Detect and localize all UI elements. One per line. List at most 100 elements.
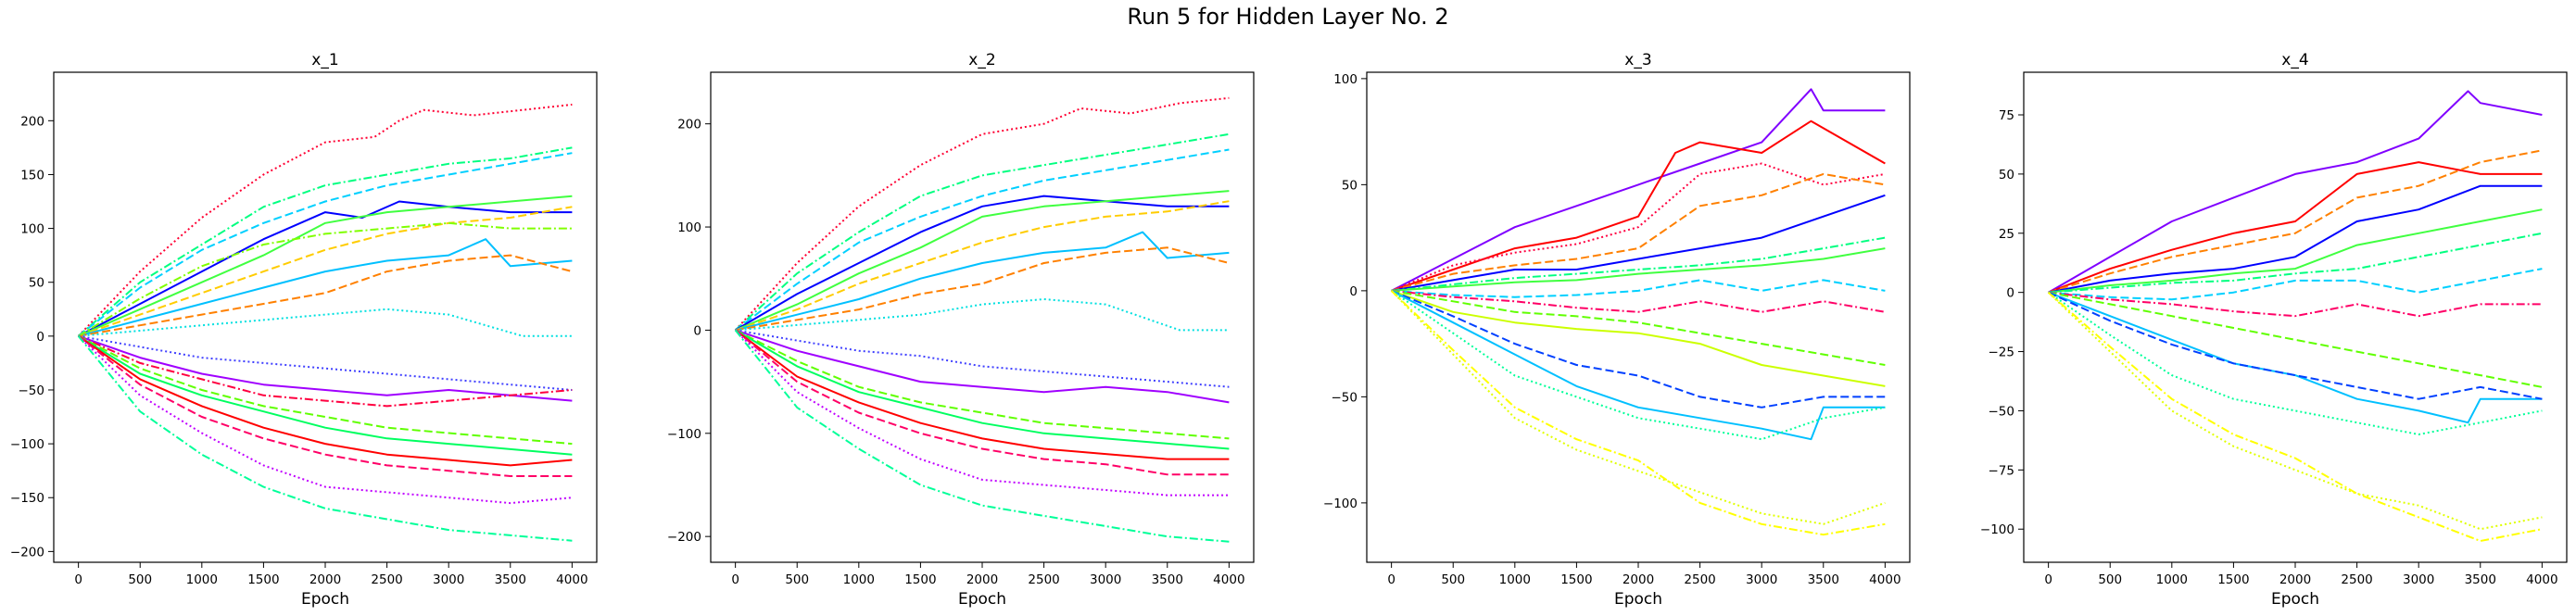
- x-tick-label: 2500: [1028, 572, 1059, 587]
- y-tick-label: −100: [10, 437, 44, 452]
- series-line-14: [1391, 290, 1886, 441]
- series-line-4: [78, 200, 573, 337]
- subplot-1: x_10 500 1000 1500 2000 2500 3000 3500 4000−200−…: [10, 51, 598, 609]
- series-line-1: [2048, 90, 2543, 294]
- x-tick-label: 3500: [495, 572, 526, 587]
- series-line-4: [1391, 172, 1886, 292]
- x-tick-label: 1000: [843, 572, 875, 587]
- x-tick-label: 3500: [1152, 572, 1183, 587]
- series-line-4: [2048, 184, 2543, 294]
- x-tick-label: 1500: [247, 572, 279, 587]
- y-tick-label: 100: [1333, 72, 1357, 87]
- x-tick-label: 0: [731, 572, 739, 587]
- series-line-10: [735, 329, 1230, 388]
- series-line-13: [735, 329, 1230, 450]
- y-tick-label: 100: [677, 220, 701, 235]
- y-tick-label: −50: [19, 383, 45, 398]
- subplot-2: x_20 500 1000 1500 2000 2500 3000 3500 4000−200−…: [667, 51, 1255, 609]
- series-line-8: [1391, 279, 1886, 298]
- y-tick-label: −200: [10, 545, 44, 559]
- y-tick-label: 75: [1999, 108, 2014, 123]
- series-line-6: [2048, 232, 2543, 294]
- y-tick-label: −150: [10, 491, 44, 506]
- series-line-14: [2047, 291, 2543, 542]
- x-axis-label: Epoch: [2271, 590, 2319, 609]
- series-line-3: [77, 152, 573, 337]
- x-axis-label: Epoch: [1614, 590, 1662, 609]
- x-tick-label: 1000: [186, 572, 218, 587]
- x-tick-label: 500: [785, 572, 809, 587]
- series-line-17: [77, 335, 573, 477]
- series-line-9: [2048, 291, 2543, 388]
- subplot-title: x_4: [2281, 51, 2308, 69]
- series-line-17: [734, 329, 1230, 543]
- subplot-title: x_3: [1624, 51, 1651, 69]
- series-line-11: [735, 329, 1230, 404]
- series-line-5: [2048, 208, 2543, 294]
- series-line-2: [1391, 119, 1886, 292]
- x-tick-label: 3000: [1090, 572, 1121, 587]
- series-line-15: [78, 334, 573, 456]
- series-line-8: [2048, 291, 2543, 318]
- series-line-3: [2048, 149, 2543, 294]
- x-tick-label: 1500: [2217, 572, 2249, 587]
- y-tick-label: −100: [667, 427, 701, 442]
- x-axis-label: Epoch: [958, 590, 1006, 609]
- series-line-5: [735, 190, 1230, 332]
- x-tick-label: 4000: [2526, 572, 2557, 587]
- series-line-5: [78, 195, 573, 337]
- series-line-12: [1391, 289, 1886, 409]
- series-line-7: [2048, 268, 2543, 301]
- y-tick-label: 0: [693, 323, 701, 338]
- series-line-1: [1391, 88, 1886, 292]
- series-line-2: [2048, 161, 2543, 294]
- y-tick-label: 50: [29, 276, 44, 291]
- series-line-13: [2047, 291, 2543, 531]
- series-group: [1390, 88, 1886, 536]
- y-tick-label: −50: [1332, 390, 1358, 405]
- series-line-7: [1391, 247, 1886, 292]
- series-line-14: [78, 334, 573, 446]
- series-line-16: [1390, 290, 1886, 536]
- x-tick-label: 2500: [1684, 572, 1715, 587]
- x-tick-label: 4000: [1213, 572, 1244, 587]
- series-line-8: [78, 254, 573, 337]
- x-tick-label: 2000: [966, 572, 998, 587]
- series-line-9: [78, 221, 573, 337]
- y-tick-label: −75: [1989, 463, 2015, 478]
- series-line-1: [734, 96, 1230, 332]
- series-line-1: [77, 103, 573, 337]
- series-group: [77, 103, 573, 542]
- y-tick-label: 100: [20, 222, 44, 237]
- axes-frame: [53, 71, 598, 563]
- x-tick-label: 2500: [2341, 572, 2372, 587]
- series-line-15: [734, 329, 1230, 476]
- x-tick-label: 0: [1387, 572, 1395, 587]
- series-line-4: [735, 195, 1230, 332]
- y-tick-label: 50: [1999, 168, 2014, 182]
- x-tick-label: 3000: [2403, 572, 2434, 587]
- x-tick-label: 0: [2044, 572, 2052, 587]
- y-tick-label: 200: [677, 118, 701, 132]
- y-tick-label: 0: [1349, 284, 1357, 299]
- series-line-10: [78, 308, 573, 337]
- series-line-18: [77, 335, 573, 505]
- y-tick-label: −25: [1989, 346, 2015, 360]
- axes-frame: [2023, 71, 2568, 563]
- x-tick-label: 1000: [2156, 572, 2188, 587]
- subplot-title: x_2: [968, 51, 995, 69]
- series-line-12: [2048, 291, 2543, 435]
- y-tick-label: −50: [1989, 404, 2015, 419]
- subplot-4: x_40 500 1000 1500 2000 2500 3000 3500 4000−100−…: [1980, 51, 2568, 609]
- figure-title: Run 5 for Hidden Layer No. 2: [1127, 4, 1449, 30]
- series-line-11: [2048, 291, 2543, 400]
- series-line-13: [78, 334, 573, 408]
- series-line-14: [734, 329, 1230, 460]
- y-tick-label: −200: [667, 530, 701, 545]
- series-line-5: [1391, 194, 1886, 292]
- x-tick-label: 3000: [1746, 572, 1777, 587]
- x-tick-label: 500: [1441, 572, 1465, 587]
- series-line-12: [78, 334, 573, 402]
- series-line-15: [1390, 290, 1886, 525]
